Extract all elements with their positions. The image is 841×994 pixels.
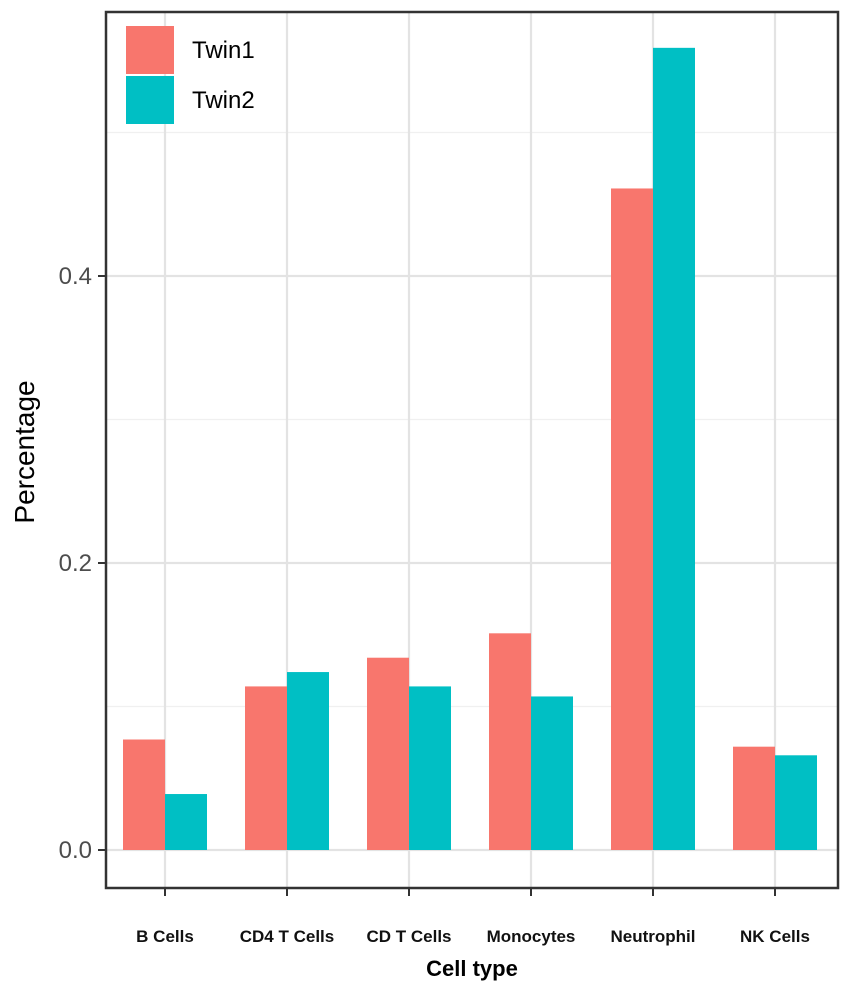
x-tick-label: Neutrophil [611,927,696,946]
legend-label-twin2: Twin2 [192,87,255,114]
y-tick-label: 0.2 [59,550,92,577]
bar-twin1-neutrophil [611,188,653,851]
bar-twin1-monocytes [489,633,531,850]
x-tick-label: Monocytes [487,927,576,946]
x-tick-label: CD4 T Cells [240,927,334,946]
x-tick-label: NK Cells [740,927,810,946]
bar-twin1-cd4-t-cells [245,686,287,850]
y-axis-ticks: 0.0 0.2 0.4 [59,263,106,864]
bar-twin2-monocytes [531,696,573,850]
bar-twin2-cd4-t-cells [287,672,329,850]
bars [123,47,817,851]
x-tick-label: CD T Cells [366,927,451,946]
y-axis-title: Percentage [9,380,40,523]
bar-twin2-b-cells [165,794,207,850]
legend: Twin1 Twin2 [126,26,255,124]
y-tick-label: 0.4 [59,263,92,290]
y-tick-label: 0.0 [59,837,92,864]
bar-twin2-nk-cells [775,755,817,850]
legend-key-twin1 [126,26,174,74]
grid-lines [106,12,838,888]
legend-label-twin1: Twin1 [192,37,255,64]
x-tick-label: B Cells [136,927,194,946]
x-axis-ticks: B Cells CD4 T Cells CD T Cells Monocytes Neu… [136,888,810,946]
bar-twin1-nk-cells [733,746,775,850]
bar-twin1-cd-t-cells [367,657,409,850]
bar-twin2-neutrophil [653,47,695,850]
bar-twin2-cd-t-cells [409,686,451,850]
legend-key-twin2 [126,76,174,124]
x-axis-title: Cell type [426,956,518,981]
plot-panel-border [104,10,840,890]
bar-twin1-b-cells [123,739,165,850]
